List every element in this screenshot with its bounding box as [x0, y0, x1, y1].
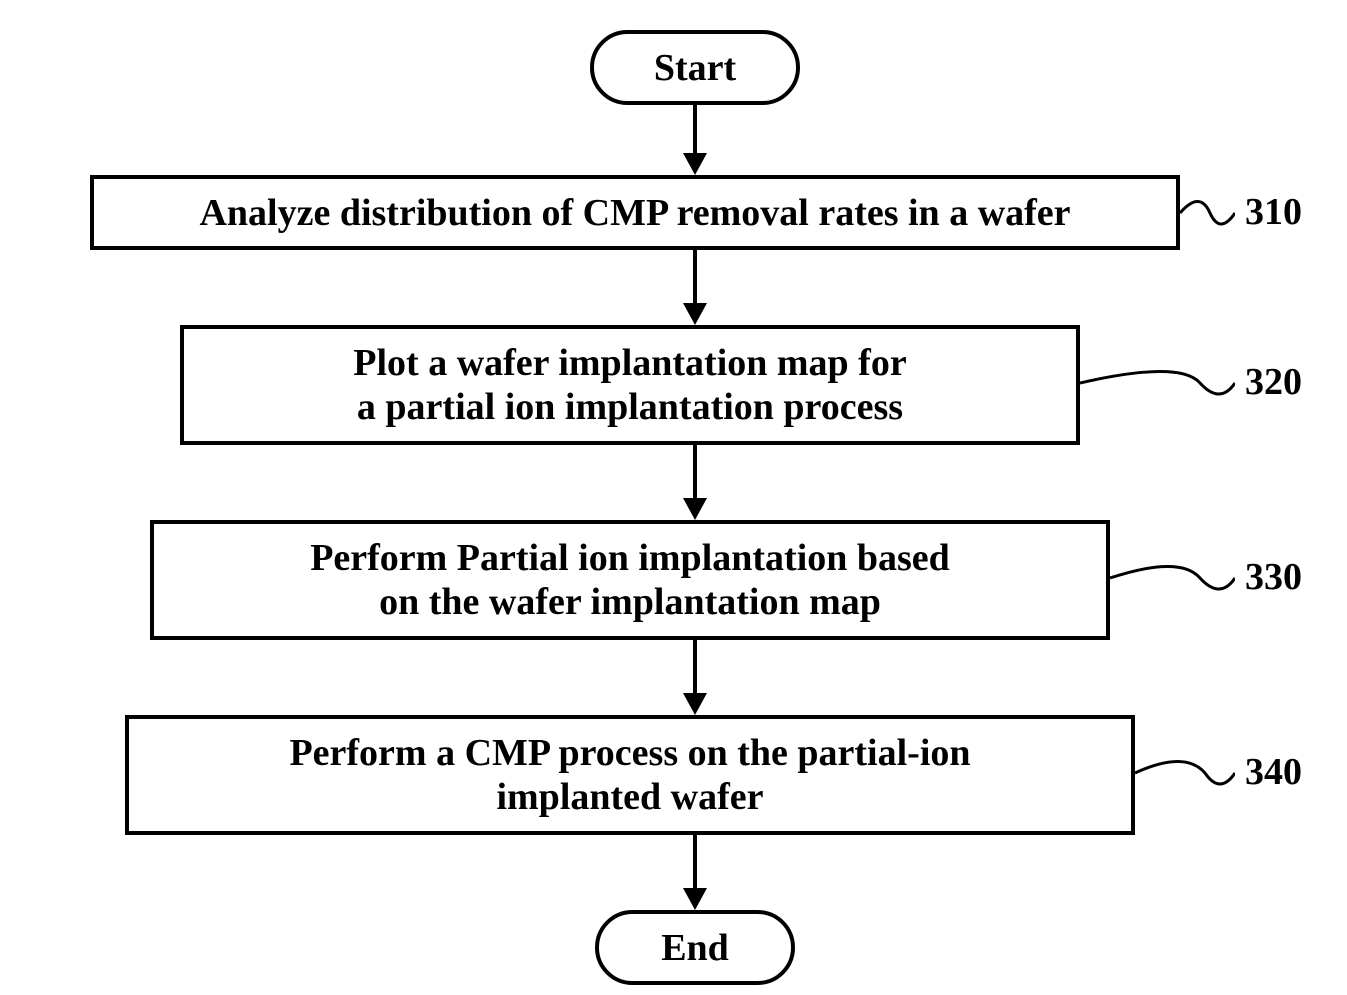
process-330: Perform Partial ion implantation based o…: [150, 520, 1110, 640]
arrow-3: [693, 445, 697, 502]
label-330: 330: [1245, 555, 1302, 599]
arrow-2: [693, 250, 697, 307]
end-terminator: End: [595, 910, 795, 985]
curve-340: [1135, 745, 1235, 800]
arrowhead-4: [683, 693, 707, 715]
start-terminator: Start: [590, 30, 800, 105]
process-330-text: Perform Partial ion implantation based o…: [310, 536, 950, 624]
arrowhead-1: [683, 153, 707, 175]
arrow-1: [693, 105, 697, 157]
end-label: End: [661, 926, 729, 970]
process-320-text: Plot a wafer implantation map for a part…: [353, 341, 906, 429]
start-label: Start: [654, 46, 736, 90]
arrowhead-2: [683, 303, 707, 325]
label-310: 310: [1245, 190, 1302, 234]
arrow-4: [693, 640, 697, 697]
process-340-text: Perform a CMP process on the partial-ion…: [289, 731, 970, 819]
curve-320: [1080, 355, 1235, 410]
arrowhead-3: [683, 498, 707, 520]
process-340: Perform a CMP process on the partial-ion…: [125, 715, 1135, 835]
arrow-5: [693, 835, 697, 892]
label-340: 340: [1245, 750, 1302, 794]
process-310-text: Analyze distribution of CMP removal rate…: [199, 191, 1070, 235]
process-320: Plot a wafer implantation map for a part…: [180, 325, 1080, 445]
curve-310: [1180, 185, 1235, 240]
label-320: 320: [1245, 360, 1302, 404]
curve-330: [1110, 550, 1235, 605]
process-310: Analyze distribution of CMP removal rate…: [90, 175, 1180, 250]
arrowhead-5: [683, 888, 707, 910]
